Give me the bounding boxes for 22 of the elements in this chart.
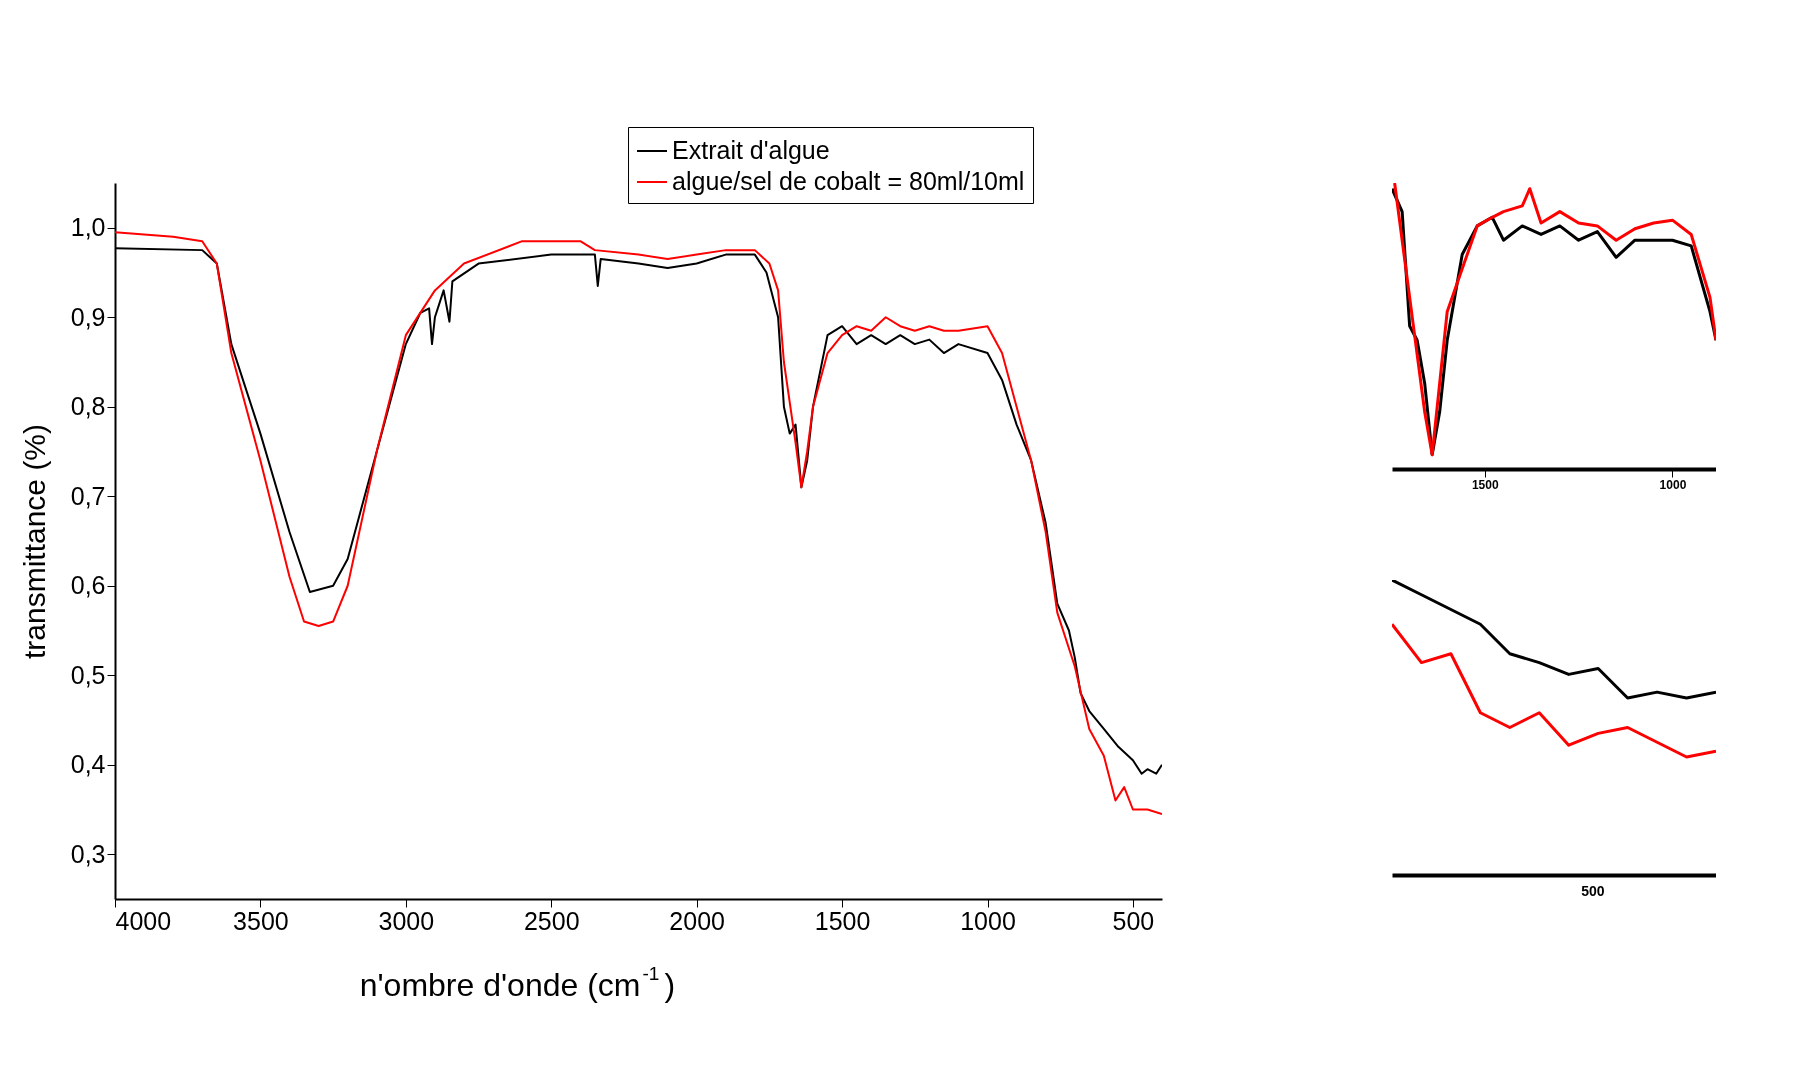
x-tick-label: 1000 <box>960 906 1016 935</box>
text: 500 <box>1581 883 1605 899</box>
y-tick-label: 1,0 <box>70 213 106 242</box>
x-tick-label: 1000 <box>1659 477 1687 492</box>
y-axis-title: transmittance (%) <box>17 423 51 660</box>
x-tick-label: 3500 <box>233 906 289 935</box>
y-tick-label: 0,4 <box>70 750 106 779</box>
x-tick-label: 1500 <box>1471 477 1499 492</box>
legend-label: Extrait d'algue <box>672 136 830 164</box>
x-tick-label: 2500 <box>523 906 580 935</box>
x-tick-label: 4000 <box>115 906 172 935</box>
x-tick-label: 500 <box>1112 906 1155 935</box>
x-tick-label: 3000 <box>378 906 435 935</box>
y-tick-label: 0,7 <box>70 481 106 510</box>
y-tick-label: 0,3 <box>70 839 106 868</box>
y-tick-label: 0,8 <box>70 392 106 421</box>
y-tick-label: 0,5 <box>70 660 106 689</box>
legend-label: algue/sel de cobalt = 80ml/10ml <box>672 167 1025 195</box>
x-tick-label: 2000 <box>669 906 725 935</box>
y-tick-label: 0,6 <box>70 571 106 600</box>
x-tick-label: 1500 <box>814 906 871 935</box>
y-tick-label: 0,9 <box>70 302 106 331</box>
